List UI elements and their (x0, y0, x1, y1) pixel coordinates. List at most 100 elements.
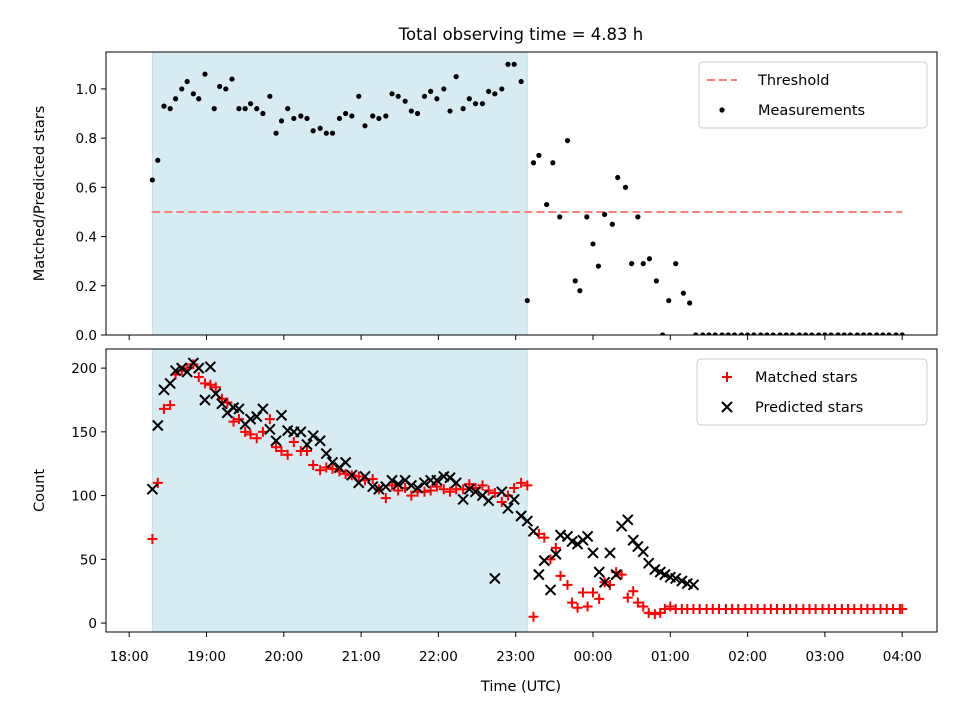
y-tick-label: 0.2 (76, 279, 97, 295)
measurement-point (310, 128, 316, 134)
predicted-point (489, 572, 501, 585)
measurement-point (466, 96, 472, 102)
legend: Matched stars Predicted stars (696, 358, 928, 426)
measurement-point (557, 214, 563, 220)
measurement-point (329, 130, 336, 136)
y-axis-label: Count (32, 469, 48, 512)
measurement-point (544, 201, 550, 208)
measurement-point (700, 332, 706, 335)
predicted-point (295, 426, 307, 438)
predicted-point (392, 478, 404, 490)
x-tick-label: 04:00 (883, 649, 922, 665)
measurement-point (712, 332, 718, 335)
predicted-point (538, 554, 551, 567)
matched-point (327, 463, 338, 474)
predicted-point (152, 419, 164, 432)
matched-point (483, 485, 494, 496)
measurement-point (816, 332, 822, 335)
measurement-point (428, 88, 434, 94)
matched-point (550, 542, 561, 553)
measurement-point (874, 332, 880, 335)
y-tick-label: 0.0 (76, 328, 97, 344)
legend-label: Matched stars (755, 370, 858, 386)
predicted-point (610, 568, 622, 581)
measurement-point (229, 76, 235, 82)
x-tick-label: 03:00 (805, 649, 844, 665)
predicted-point (199, 394, 211, 406)
matched-point (147, 533, 158, 544)
measurement-point (666, 297, 672, 304)
matched-point (199, 378, 210, 389)
measurement-point (584, 214, 590, 220)
x-tick-label: 19:00 (187, 649, 226, 665)
matched-point (572, 602, 583, 613)
predicted-point (571, 538, 584, 550)
plot-area (149, 52, 905, 335)
predicted-point (431, 474, 443, 487)
predicted-point (216, 398, 228, 410)
measurement-point (809, 332, 815, 335)
measurement-point (789, 332, 796, 335)
ratio-panel: 0.0 0.2 0.4 0.6 0.8 1.0 Matched/Predicted star… (32, 51, 938, 344)
predicted-point (307, 429, 319, 442)
matched-point (539, 532, 550, 543)
matched-point (438, 484, 449, 495)
predicted-point (508, 493, 520, 506)
series-measurements (149, 61, 905, 335)
measurement-point (835, 332, 841, 335)
measurement-point (323, 130, 329, 136)
predicted-point (244, 413, 257, 425)
matched-point (353, 471, 364, 482)
measurement-point (479, 101, 486, 107)
matched-point (321, 462, 332, 473)
predicted-point (386, 474, 398, 487)
measurement-point (167, 106, 173, 112)
predicted-point (604, 547, 616, 559)
measurement-point (317, 125, 323, 131)
predicted-point (469, 486, 482, 498)
matched-point (216, 393, 227, 404)
measurement-point (223, 86, 229, 92)
matched-point (193, 372, 204, 383)
measurement-point (447, 108, 453, 114)
matched-point (594, 593, 605, 604)
count-panel: 0 50 100 150 200 18:00 19:00 20:00 21:00 22:00 23:… (32, 348, 938, 665)
matched-point (245, 429, 256, 440)
measurement-point (336, 115, 343, 122)
measurement-point (434, 96, 440, 102)
predicted-point (482, 494, 495, 507)
measurement-point (673, 261, 679, 267)
y-tick-label: 150 (71, 425, 97, 441)
predicted-point (264, 423, 276, 436)
measurement-point (184, 78, 190, 85)
matched-point (264, 414, 275, 425)
matched-point (516, 477, 527, 488)
measurement-point (155, 157, 161, 163)
measurement-point (304, 115, 310, 122)
measurement-point (841, 332, 847, 335)
predicted-point (270, 435, 282, 447)
axes-frame (105, 51, 938, 336)
y-tick-label: 100 (71, 489, 97, 505)
measurement-point (236, 106, 242, 112)
measurement-point (370, 113, 376, 119)
x-tick-label: 20:00 (264, 649, 303, 665)
measurement-point (635, 214, 641, 220)
measurement-point (196, 96, 202, 102)
matched-point (897, 604, 908, 615)
legend-box (696, 358, 928, 426)
measurement-point (402, 98, 408, 104)
legend-predicted-swatch (721, 401, 733, 413)
measurement-point (217, 83, 223, 90)
measurement-point (680, 290, 687, 296)
matched-point (528, 611, 539, 622)
legend-matched-swatch (722, 372, 732, 382)
y-tick-label: 50 (80, 552, 97, 568)
predicted-point (527, 525, 540, 538)
chart-title: Total observing time = 4.83 h (398, 25, 643, 44)
measurement-point (291, 115, 297, 122)
matched-point (282, 449, 293, 460)
matched-point (616, 569, 627, 580)
measurement-point (828, 332, 834, 335)
